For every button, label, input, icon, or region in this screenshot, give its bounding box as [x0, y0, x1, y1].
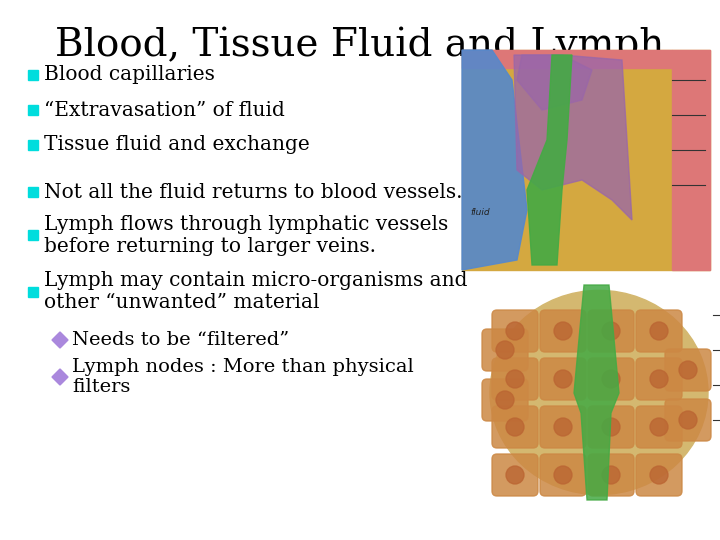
Circle shape	[506, 418, 524, 436]
FancyBboxPatch shape	[588, 358, 634, 400]
FancyBboxPatch shape	[540, 406, 586, 448]
Circle shape	[496, 341, 514, 359]
Polygon shape	[514, 55, 632, 220]
Bar	[28, 187, 38, 197]
Text: Lymph flows through lymphatic vessels
before returning to larger veins.: Lymph flows through lymphatic vessels be…	[44, 214, 449, 255]
FancyBboxPatch shape	[636, 406, 682, 448]
Ellipse shape	[490, 291, 708, 495]
FancyBboxPatch shape	[636, 358, 682, 400]
Circle shape	[496, 391, 514, 409]
Bar	[28, 287, 38, 297]
Bar	[28, 140, 38, 150]
Polygon shape	[527, 55, 572, 265]
Circle shape	[650, 322, 668, 340]
FancyBboxPatch shape	[492, 358, 538, 400]
Circle shape	[650, 466, 668, 484]
Text: Tissue fluid and exchange: Tissue fluid and exchange	[44, 136, 310, 154]
Circle shape	[506, 322, 524, 340]
FancyBboxPatch shape	[492, 406, 538, 448]
Text: Lymph nodes : More than physical
filters: Lymph nodes : More than physical filters	[72, 357, 414, 396]
Text: Blood, Tissue Fluid and Lymph: Blood, Tissue Fluid and Lymph	[55, 27, 665, 65]
Polygon shape	[517, 55, 592, 110]
Circle shape	[602, 466, 620, 484]
Text: “Extravasation” of fluid: “Extravasation” of fluid	[44, 100, 285, 119]
FancyBboxPatch shape	[482, 379, 528, 421]
Circle shape	[554, 466, 572, 484]
FancyBboxPatch shape	[492, 454, 538, 496]
Bar	[672, 50, 710, 270]
Text: Blood capillaries: Blood capillaries	[44, 65, 215, 84]
FancyBboxPatch shape	[492, 310, 538, 352]
Text: Needs to be “filtered”: Needs to be “filtered”	[72, 331, 289, 349]
FancyBboxPatch shape	[540, 358, 586, 400]
Bar	[28, 105, 38, 115]
Text: fluid: fluid	[470, 208, 490, 217]
Circle shape	[554, 418, 572, 436]
Polygon shape	[52, 332, 68, 348]
Circle shape	[679, 411, 697, 429]
FancyBboxPatch shape	[540, 454, 586, 496]
FancyBboxPatch shape	[636, 454, 682, 496]
Circle shape	[602, 370, 620, 388]
Bar	[462, 50, 672, 68]
Text: Not all the fluid returns to blood vessels.: Not all the fluid returns to blood vesse…	[44, 183, 462, 201]
Circle shape	[554, 370, 572, 388]
Polygon shape	[462, 50, 527, 270]
Circle shape	[650, 418, 668, 436]
Bar	[28, 230, 38, 240]
Circle shape	[554, 322, 572, 340]
Circle shape	[602, 322, 620, 340]
Text: Lymph may contain micro-organisms and
other “unwanted” material: Lymph may contain micro-organisms and ot…	[44, 272, 467, 313]
FancyBboxPatch shape	[588, 406, 634, 448]
FancyBboxPatch shape	[588, 454, 634, 496]
Circle shape	[506, 370, 524, 388]
FancyBboxPatch shape	[588, 310, 634, 352]
Circle shape	[650, 370, 668, 388]
Bar	[462, 50, 710, 270]
Circle shape	[679, 361, 697, 379]
FancyBboxPatch shape	[540, 310, 586, 352]
Circle shape	[602, 418, 620, 436]
FancyBboxPatch shape	[636, 310, 682, 352]
Polygon shape	[52, 369, 68, 385]
Polygon shape	[574, 285, 619, 500]
Bar	[28, 70, 38, 80]
FancyBboxPatch shape	[482, 329, 528, 371]
FancyBboxPatch shape	[665, 349, 711, 391]
FancyBboxPatch shape	[665, 399, 711, 441]
Circle shape	[506, 466, 524, 484]
